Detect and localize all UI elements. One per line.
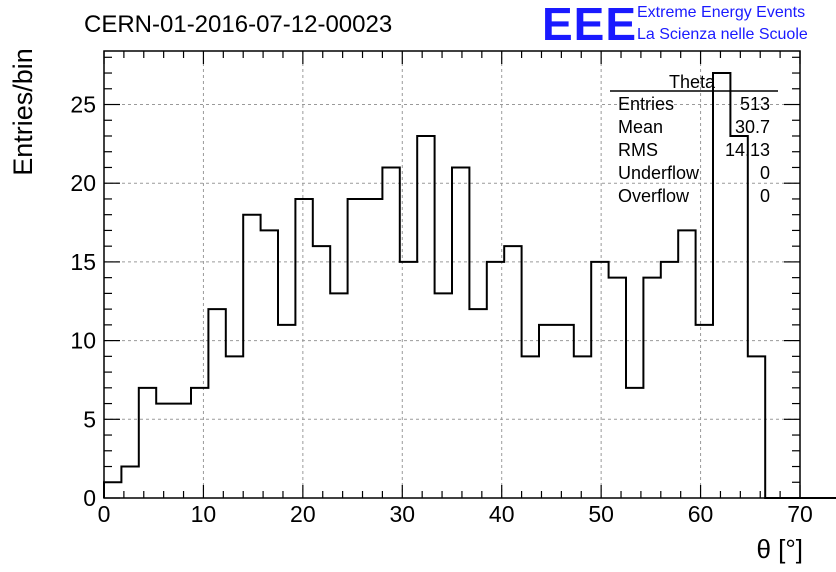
- x-tick-label: 70: [787, 501, 813, 527]
- logo-subtitle-2: La Scienza nelle Scuole: [637, 26, 808, 43]
- stats-label: Mean: [618, 117, 663, 137]
- x-tick-label: 0: [98, 501, 111, 527]
- x-tick-label: 50: [588, 501, 614, 527]
- logo-subtitle-1: Extreme Energy Events: [637, 4, 805, 21]
- y-axis-label: Entries/bin: [8, 48, 38, 176]
- stats-value: 0: [760, 186, 770, 206]
- y-tick-label: 15: [70, 249, 96, 275]
- x-tick-label: 60: [688, 501, 714, 527]
- stats-value: 513: [740, 94, 770, 114]
- stats-box: Theta Entries 513 Mean 30.7 RMS 14.13 Un…: [610, 72, 778, 206]
- stats-value: 14.13: [725, 140, 770, 160]
- stats-label: Entries: [618, 94, 674, 114]
- stats-label: Underflow: [618, 163, 700, 183]
- stats-label: Overflow: [618, 186, 690, 206]
- x-tick-label: 40: [489, 501, 515, 527]
- stats-value: 30.7: [735, 117, 770, 137]
- stats-value: 0: [760, 163, 770, 183]
- x-tick-label: 30: [389, 501, 415, 527]
- axis-ticks: 0 10 20 30 40 50 60 70 0 5 10 15 20 25: [70, 51, 813, 527]
- histogram-outline: [103, 72, 836, 499]
- stats-title: Theta: [669, 72, 716, 92]
- x-axis-label: θ [°]: [756, 534, 803, 564]
- run-title: CERN-01-2016-07-12-00023: [84, 11, 392, 38]
- plot-frame: [103, 50, 801, 499]
- y-tick-label: 10: [70, 328, 96, 354]
- y-tick-label: 5: [83, 406, 96, 432]
- x-tick-label: 10: [191, 501, 217, 527]
- eee-logo: EEE: [542, 0, 637, 50]
- y-tick-label: 25: [70, 92, 96, 118]
- stats-label: RMS: [618, 140, 658, 160]
- y-tick-label: 0: [83, 485, 96, 511]
- y-tick-label: 20: [70, 170, 96, 196]
- x-tick-label: 20: [290, 501, 316, 527]
